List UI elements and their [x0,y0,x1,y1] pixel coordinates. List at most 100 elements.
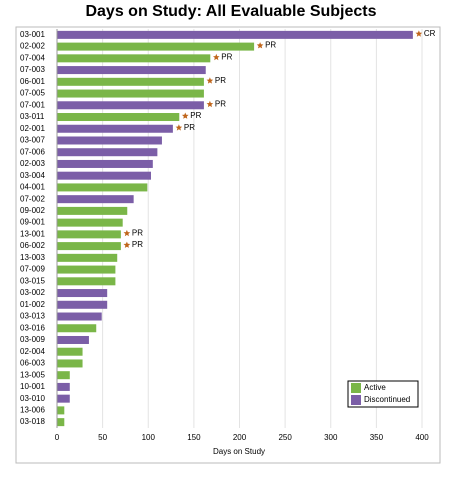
x-tick-label: 300 [324,433,338,442]
x-tick-label: 200 [233,433,247,442]
bar [57,418,65,427]
bar [57,230,121,239]
bar [57,148,158,157]
y-tick-label: 03-013 [20,312,45,321]
y-tick-label: 07-006 [20,147,45,156]
x-tick-label: 150 [187,433,201,442]
bar [57,335,89,344]
y-tick-label: 03-007 [20,136,45,145]
bar [57,277,116,286]
response-label: PR [184,123,195,132]
frame [15,26,441,464]
y-tick-label: 01-002 [20,300,45,309]
response-label: PR [221,52,232,61]
y-tick-label: 03-015 [20,276,45,285]
y-tick-label: 02-004 [20,347,45,356]
bar [57,42,255,51]
x-tick-label: 400 [415,433,429,442]
y-tick-label: 03-018 [20,417,45,426]
y-tick-label: 03-009 [20,335,45,344]
response-star [256,42,264,49]
y-tick-label: 09-001 [20,218,45,227]
x-tick-label: 350 [370,433,384,442]
bar [57,347,83,356]
x-tick-label: 50 [98,433,107,442]
y-tick-label: 02-001 [20,124,45,133]
bar [57,359,83,368]
y-tick-label: 03-011 [20,112,45,121]
y-tick-label: 03-001 [20,30,45,39]
bar [57,406,65,415]
bar [57,159,153,168]
y-tick-label: 06-003 [20,359,45,368]
y-tick-label: 03-004 [20,171,45,180]
response-label: CR [424,29,436,38]
y-tick-label: 07-004 [20,53,45,62]
y-tick-label: 07-005 [20,89,45,98]
response-star [123,229,131,237]
bar [57,89,204,98]
y-tick-label: 03-016 [20,323,45,332]
response-label: PR [190,111,201,120]
response-star [175,124,183,131]
legend-swatch [351,383,361,393]
y-tick-label: 07-001 [20,100,45,109]
y-tick-label: 13-003 [20,253,45,262]
response-label: PR [265,41,276,50]
response-label: PR [132,240,143,249]
bar [57,312,102,321]
bar [57,300,108,309]
x-tick-label: 250 [278,433,292,442]
response-label: PR [132,228,143,237]
response-label: PR [215,76,226,85]
bar [57,77,204,86]
y-tick-label: 13-001 [20,229,45,238]
response-star [206,100,214,108]
bar [57,195,134,204]
bar [57,66,206,75]
bar [57,136,162,145]
bar [57,289,108,298]
bar [57,54,211,63]
bar [57,371,70,380]
bar [57,113,180,122]
bar [57,206,128,215]
response-star [206,77,214,84]
legend-label: Discontinued [364,395,410,404]
legend-label: Active [364,383,386,392]
y-tick-label: 07-002 [20,194,45,203]
y-tick-label: 13-005 [20,370,45,379]
bar [57,324,97,333]
bar [57,394,70,403]
response-star [123,241,131,248]
y-tick-label: 03-010 [20,394,45,403]
bar [57,171,151,180]
x-tick-label: 0 [55,433,60,442]
bar [57,30,413,39]
y-tick-label: 06-002 [20,241,45,250]
y-tick-label: 02-003 [20,159,45,168]
bar [57,124,173,133]
y-tick-label: 03-002 [20,288,45,297]
legend-swatch [351,395,361,405]
bar [57,253,118,262]
bar [57,382,70,391]
y-tick-label: 02-002 [20,42,45,51]
y-tick-label: 06-001 [20,77,45,86]
x-axis-label: Days on Study [213,447,265,456]
x-tick-label: 100 [142,433,156,442]
y-tick-label: 07-009 [20,265,45,274]
y-tick-label: 04-001 [20,183,45,192]
y-tick-label: 13-006 [20,406,45,415]
chart-title: Days on Study: All Evaluable Subjects [85,3,376,20]
response-label: PR [215,99,226,108]
bar [57,101,204,110]
bar [57,218,123,227]
response-star [181,112,189,119]
bar [57,242,121,251]
response-star [213,53,220,61]
y-tick-label: 10-001 [20,382,45,391]
y-tick-label: 09-002 [20,206,45,215]
